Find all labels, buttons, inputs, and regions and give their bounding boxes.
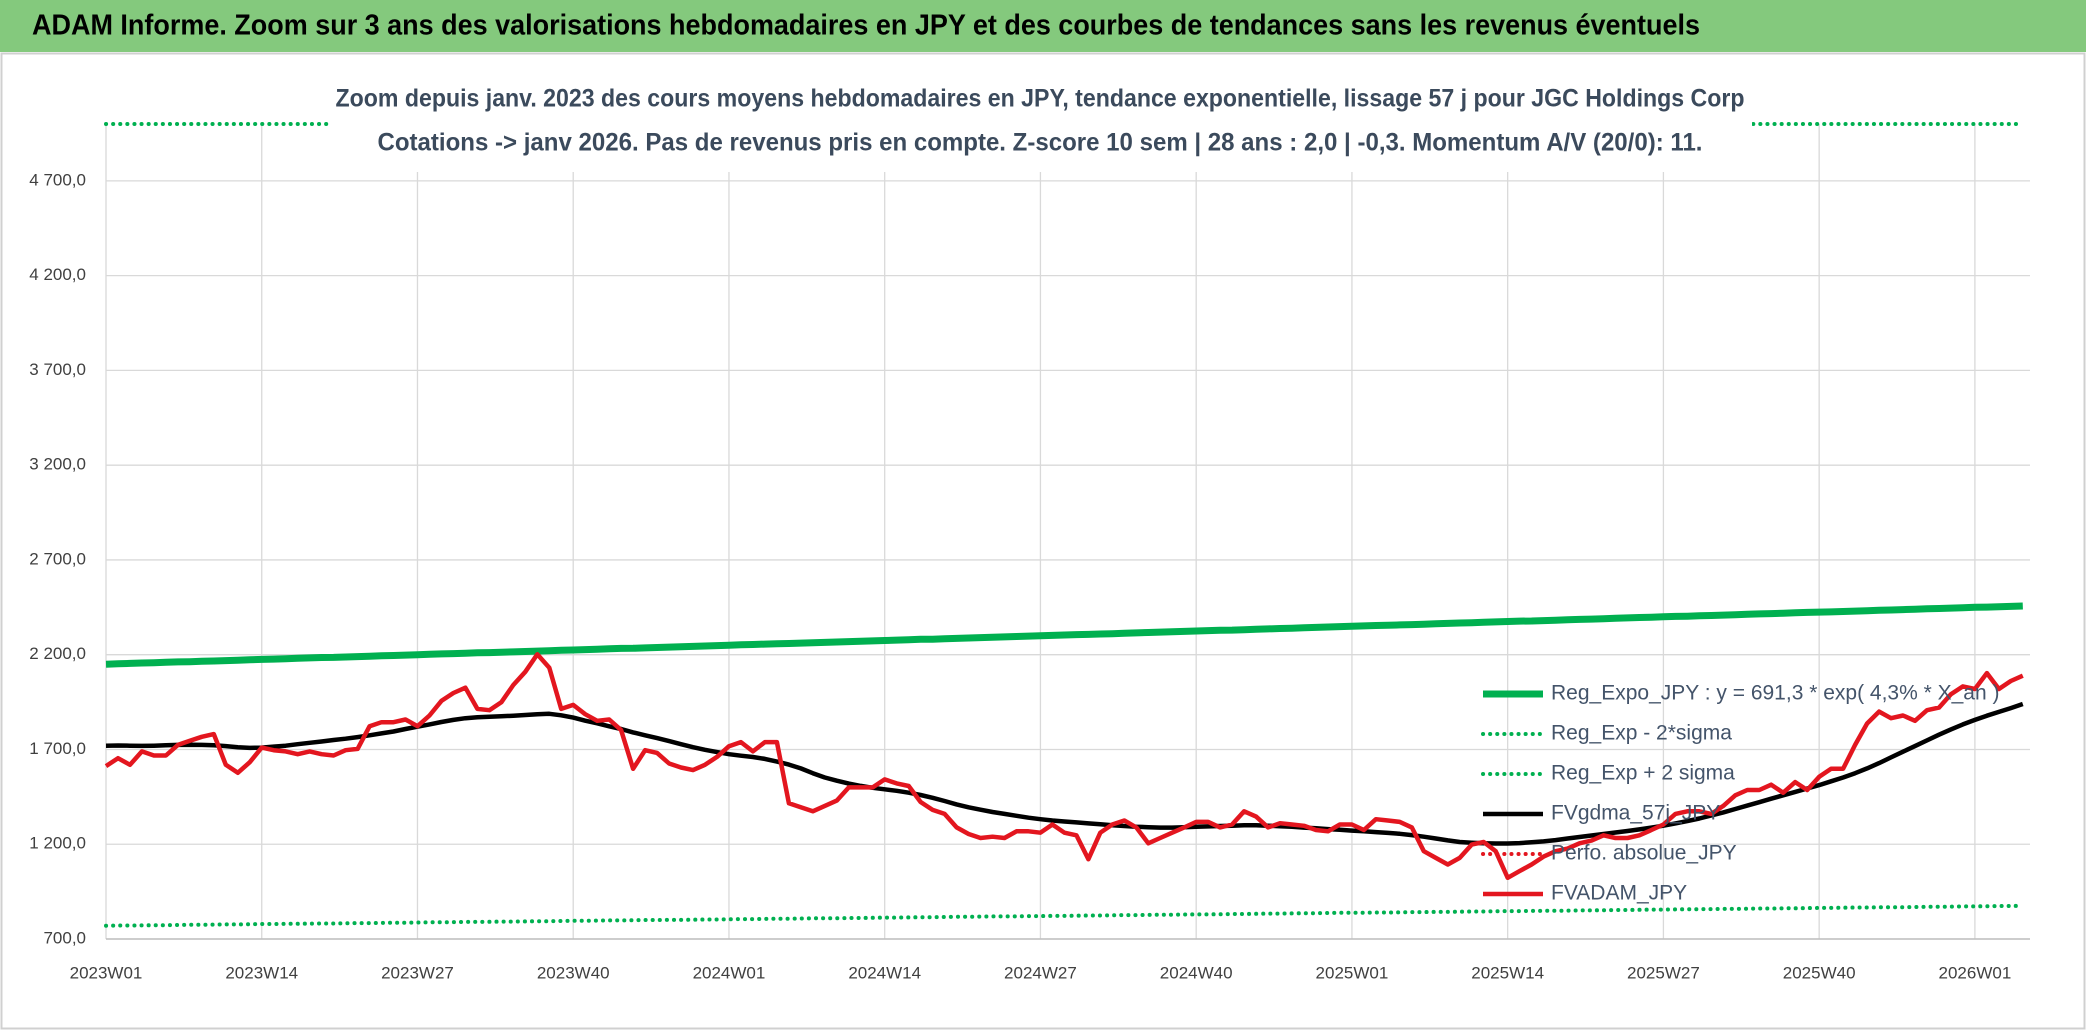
x-tick-label: 2026W01 (1939, 963, 2012, 982)
x-tick-label: 2025W27 (1627, 963, 1700, 982)
x-tick-label: 2024W14 (848, 963, 921, 982)
y-tick-label: 3 700,0 (29, 360, 86, 379)
plot-area: 700,0 1 200,0 1 700,0 2 200,0 2 700,0 3 200,0… (29, 122, 2030, 982)
chart-frame (0, 52, 2086, 1030)
x-tick-label: 2024W27 (1004, 963, 1077, 982)
title-box (330, 72, 1752, 172)
legend-label: Reg_Exp + 2 sigma (1551, 762, 1735, 785)
y-tick-label: 1 200,0 (29, 834, 86, 853)
y-tick-label: 700,0 (43, 928, 86, 947)
chart-subtitle: Cotations -> janv 2026. Pas de revenus p… (378, 129, 1703, 157)
y-tick-label: 2 200,0 (29, 644, 86, 663)
series-line (105, 602, 2023, 668)
series-line (104, 903, 2025, 928)
legend-label: Reg_Exp - 2*sigma (1551, 722, 1732, 745)
x-tick-label: 2024W01 (693, 963, 766, 982)
y-tick-label: 4 700,0 (29, 170, 86, 189)
x-tick-label: 2025W40 (1783, 963, 1856, 982)
x-tick-label: 2025W14 (1471, 963, 1544, 982)
x-tick-label: 2023W40 (537, 963, 610, 982)
y-tick-label: 1 700,0 (29, 739, 86, 758)
legend-label: Perfo. absolue_JPY (1551, 842, 1737, 865)
legend: Reg_Expo_JPY : y = 691,3 * exp( 4,3% * X… (1481, 682, 1999, 905)
x-tick-label: 2024W40 (1160, 963, 1233, 982)
legend-label: FVgdma_57j_JPY (1551, 802, 1720, 825)
x-tick-label: 2023W14 (225, 963, 298, 982)
banner-bar (0, 0, 2086, 52)
y-tick-label: 4 200,0 (29, 265, 86, 284)
y-tick-label: 3 200,0 (29, 455, 86, 474)
y-tick-label: 2 700,0 (29, 549, 86, 568)
banner-title: ADAM Informe. Zoom sur 3 ans des valoris… (32, 10, 1700, 42)
legend-label: FVADAM_JPY (1551, 882, 1687, 905)
series-line (104, 652, 2024, 881)
x-tick-label: 2025W01 (1316, 963, 1389, 982)
chart-title: Zoom depuis janv. 2023 des cours moyens … (336, 85, 1745, 113)
series-line (105, 701, 2024, 846)
x-tick-label: 2023W01 (70, 963, 143, 982)
x-tick-label: 2023W27 (381, 963, 454, 982)
legend-label: Reg_Expo_JPY : y = 691,3 * exp( 4,3% * X… (1551, 682, 1999, 705)
